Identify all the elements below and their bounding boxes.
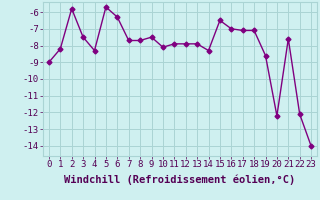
X-axis label: Windchill (Refroidissement éolien,°C): Windchill (Refroidissement éolien,°C) [64, 175, 296, 185]
